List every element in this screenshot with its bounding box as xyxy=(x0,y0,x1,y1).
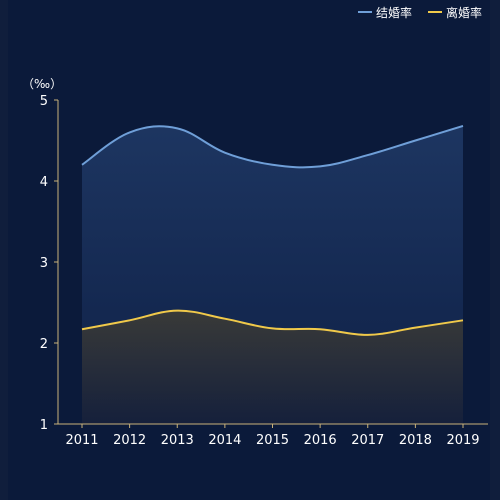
x-tick-label: 2019 xyxy=(446,433,479,448)
x-tick-label: 2017 xyxy=(351,433,384,448)
legend-item-marriage-rate[interactable]: 结婚率 xyxy=(358,5,412,20)
legend: 结婚率 离婚率 xyxy=(358,5,482,20)
y-tick-label: 2 xyxy=(40,337,48,352)
y-tick-label: 5 xyxy=(40,94,48,109)
y-tick-label: 3 xyxy=(40,256,48,271)
x-tick-label: 2015 xyxy=(256,433,289,448)
legend-label: 离婚率 xyxy=(446,5,482,20)
axes-layer: 1 2 3 4 5 2011 2012 2013 2014 2015 2016 2017 2018 201… xyxy=(40,94,488,448)
x-tick-label: 2013 xyxy=(161,433,194,448)
line-marriage-rate xyxy=(81,124,464,169)
area-divorce-rate xyxy=(82,310,463,424)
x-tick-label: 2012 xyxy=(113,433,146,448)
y-tick-label: 4 xyxy=(40,175,48,190)
legend-label: 结婚率 xyxy=(376,5,412,20)
line-divorce-rate xyxy=(81,309,464,336)
line-layer xyxy=(81,124,464,336)
right-border-strip xyxy=(490,0,500,500)
left-border-strip xyxy=(0,0,8,500)
area-layer xyxy=(82,125,463,425)
x-tick-label: 2018 xyxy=(399,433,432,448)
y-unit-label: （‰） xyxy=(22,77,62,91)
x-tick-label: 2011 xyxy=(65,433,98,448)
x-tick-label: 2014 xyxy=(208,433,241,448)
legend-item-divorce-rate[interactable]: 离婚率 xyxy=(428,5,482,20)
y-tick-label: 1 xyxy=(40,418,48,433)
x-tick-label: 2016 xyxy=(304,433,337,448)
